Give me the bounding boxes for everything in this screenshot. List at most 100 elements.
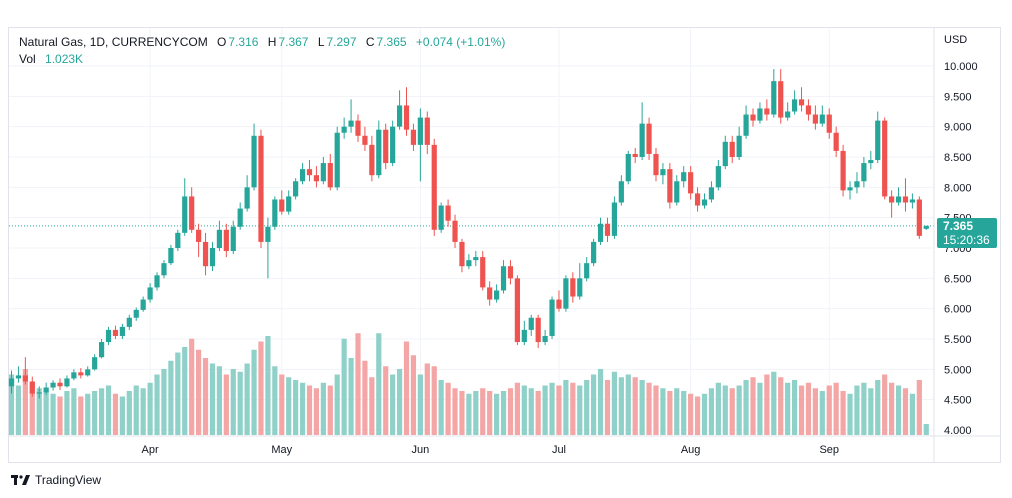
volume-bar <box>355 333 361 435</box>
price-tick-label: 4.500 <box>944 395 972 407</box>
candle-body <box>92 357 98 370</box>
candle <box>923 225 929 230</box>
candle-body <box>681 172 687 182</box>
volume-bar <box>535 391 541 435</box>
volume-bar <box>833 382 839 435</box>
volume-bar <box>22 369 28 435</box>
candle <box>791 90 798 115</box>
time-axis[interactable]: Apr May Jun Jul Aug Sep <box>142 444 839 456</box>
volume-bar <box>140 388 146 435</box>
volume-bar <box>688 393 694 435</box>
candle <box>299 163 306 185</box>
candle <box>861 157 867 188</box>
candle-body <box>785 111 791 118</box>
volume-bar <box>78 396 84 435</box>
candle <box>556 290 562 312</box>
candle-body <box>119 326 125 336</box>
volume-bar <box>764 374 770 435</box>
candle-body <box>819 114 825 124</box>
volume-bar <box>487 391 493 435</box>
candle-body <box>98 342 105 358</box>
candle <box>355 114 361 142</box>
volume-bar <box>743 380 749 435</box>
candle-body <box>196 229 202 242</box>
candle-body <box>805 105 812 115</box>
candle-body <box>376 129 382 176</box>
price-tick-label: 4.000 <box>944 425 972 437</box>
volume-bar <box>216 366 222 435</box>
price-tick-label: 6.000 <box>944 304 972 316</box>
volume-bar <box>147 382 153 435</box>
volume-bar <box>452 388 458 435</box>
candle-body <box>798 99 805 106</box>
volume-bar <box>500 391 507 435</box>
candle-body <box>286 196 292 212</box>
candle-body <box>403 105 410 130</box>
candle <box>327 153 333 191</box>
candle-body <box>632 153 638 157</box>
symbol-title[interactable]: Natural Gas, 1D, CURRENCYCOM <box>19 35 208 49</box>
candle <box>8 370 15 394</box>
candle <box>410 123 417 151</box>
candle-body <box>293 181 299 197</box>
candle-body <box>868 160 874 164</box>
candle <box>542 329 548 346</box>
candle <box>480 251 486 291</box>
currency-label[interactable]: USD <box>944 34 968 46</box>
candle <box>681 166 687 188</box>
candle <box>819 105 825 127</box>
candle <box>105 326 112 346</box>
candle <box>348 99 354 133</box>
volume-bar <box>826 385 832 435</box>
candle <box>237 202 243 230</box>
volume-bar <box>604 380 611 435</box>
last-price-value: 7.365 <box>943 219 974 233</box>
volume-bar <box>618 377 624 435</box>
candle <box>50 380 56 391</box>
candle-body <box>327 163 333 188</box>
volume-bar <box>646 382 652 435</box>
candle-body <box>639 123 645 157</box>
candle-body <box>299 169 306 182</box>
time-tick-label: Jun <box>411 444 429 456</box>
volume-bar <box>334 374 340 435</box>
candle-body <box>902 196 909 203</box>
candle <box>466 254 472 270</box>
candle-body <box>341 126 347 133</box>
candle <box>279 190 285 215</box>
candle <box>216 220 222 252</box>
candle-body <box>348 120 354 127</box>
candle <box>909 193 915 209</box>
volume-bar <box>98 388 105 435</box>
volume-bar <box>757 382 763 435</box>
candle <box>64 375 70 388</box>
candle-body <box>168 248 174 264</box>
volume-bar <box>237 371 243 435</box>
tradingview-brand[interactable]: TradingView <box>11 473 101 487</box>
volume-bar <box>466 393 472 435</box>
open-value: 7.316 <box>228 35 259 49</box>
candle <box>119 323 125 339</box>
candle-body <box>535 317 541 343</box>
volume-bar <box>133 385 139 435</box>
candle <box>417 108 423 182</box>
volume-bar <box>868 388 874 435</box>
volume-bar <box>514 382 520 435</box>
candle-body <box>272 199 278 227</box>
candle-body <box>909 199 915 203</box>
volume-bar <box>445 382 451 435</box>
price-axis[interactable]: 10.0009.5009.0008.5008.0007.5007.0006.50… <box>944 61 978 437</box>
volume-bar <box>15 385 22 435</box>
candle-body <box>209 248 216 267</box>
volume-series <box>8 333 929 435</box>
volume-bar <box>889 382 895 435</box>
candle-body <box>140 299 146 310</box>
volume-label[interactable]: Vol <box>19 52 36 66</box>
candle-body <box>625 153 631 182</box>
candle <box>29 376 35 397</box>
volume-bar <box>854 385 860 435</box>
price-tick-label: 9.500 <box>944 91 972 103</box>
candle <box>826 108 832 139</box>
volume-bar <box>639 380 645 435</box>
